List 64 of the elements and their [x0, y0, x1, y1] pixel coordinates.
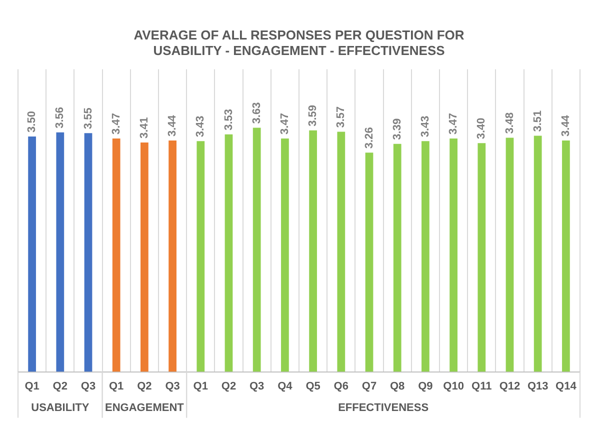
data-label: 3.53 [222, 109, 235, 130]
bar [562, 140, 570, 372]
data-label: 3.41 [138, 117, 150, 138]
bar [506, 138, 514, 372]
data-label: 3.56 [54, 106, 66, 128]
bar [84, 133, 92, 372]
x-tick-label: Q6 [334, 380, 348, 392]
x-tick-label: Q3 [165, 380, 180, 392]
data-label: 3.55 [82, 108, 94, 130]
data-label: 3.39 [391, 118, 404, 140]
bar [224, 134, 233, 372]
text: USABILITY [31, 402, 90, 414]
x-tick-label: Q13 [527, 380, 548, 392]
data-label: 3.44 [166, 114, 179, 136]
x-tick-label: Q3 [250, 380, 264, 392]
x-tick-label: Q12 [499, 380, 520, 392]
x-tick-label: Q10 [443, 380, 464, 392]
x-tick-label: Q3 [80, 380, 96, 392]
x-tick-label: Q14 [556, 380, 578, 392]
data-label: 3.44 [560, 114, 572, 136]
text: EFFECTIVENESS [338, 402, 429, 414]
bar [478, 143, 486, 372]
data-label: 3.40 [476, 118, 488, 140]
bar [28, 136, 36, 372]
bar [365, 152, 374, 372]
data-label: 3.59 [307, 104, 320, 126]
bar [337, 132, 346, 372]
x-tick-label: Q2 [221, 380, 236, 392]
x-tick-label: Q1 [193, 380, 208, 392]
bar [252, 128, 261, 372]
x-tick-label: Q1 [109, 380, 124, 392]
data-label: 3.43 [194, 116, 207, 138]
bar [140, 142, 148, 372]
bar [196, 141, 205, 372]
bar [422, 141, 430, 372]
data-label: 3.48 [504, 112, 516, 134]
data-label: 3.57 [335, 106, 348, 128]
data-label: 3.26 [363, 127, 376, 149]
bar [112, 138, 120, 372]
bar [534, 136, 542, 372]
x-tick-label: Q7 [362, 380, 377, 392]
data-label: 3.43 [419, 116, 432, 138]
x-tick-label: Q8 [390, 380, 405, 392]
bar [56, 132, 64, 372]
data-label: 3.63 [250, 102, 263, 124]
bar [168, 140, 176, 372]
data-label: 3.47 [110, 113, 122, 134]
x-tick-label: Q4 [278, 380, 294, 392]
data-label: 3.50 [26, 111, 38, 132]
data-label: 3.47 [448, 113, 460, 134]
x-tick-label: Q1 [24, 380, 40, 392]
bar [393, 144, 402, 372]
bar [281, 138, 289, 372]
x-tick-label: Q5 [306, 380, 320, 392]
bar [450, 138, 458, 372]
x-tick-label: Q2 [137, 380, 152, 392]
x-tick-label: Q11 [472, 380, 492, 392]
x-tick-label: Q2 [52, 380, 68, 392]
bar [309, 130, 317, 372]
chart-title: AVERAGE OF ALL RESPONSES PER QUESTION FOR USABILITY - ENGAGEMENT - EFFECTIVENESS [134, 27, 465, 58]
data-label: 3.47 [278, 113, 291, 134]
x-tick-label: Q9 [418, 380, 433, 392]
text: ENGAGEMENT [105, 402, 184, 414]
data-label: 3.51 [532, 110, 544, 132]
